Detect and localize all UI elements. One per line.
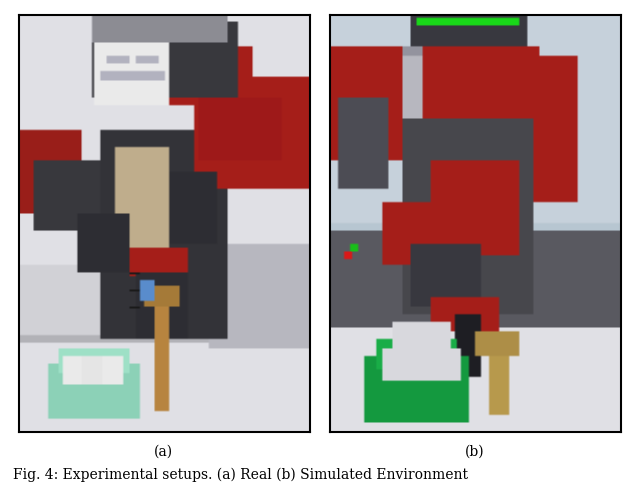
- Text: (a): (a): [154, 445, 173, 458]
- Text: (b): (b): [465, 445, 484, 458]
- Text: Fig. 4: Experimental setups. (a) Real (b) Simulated Environment: Fig. 4: Experimental setups. (a) Real (b…: [13, 468, 468, 482]
